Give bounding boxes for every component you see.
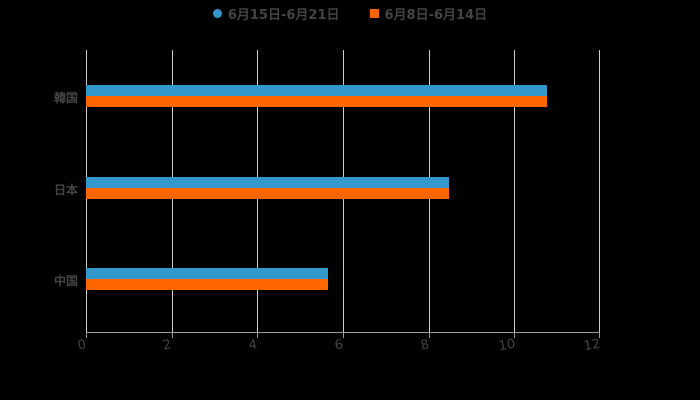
category-label-china: 中国 [53, 274, 78, 288]
legend-label: 6月15日-6月21日 [227, 8, 340, 23]
category-label-korea: 韓国 [53, 91, 78, 105]
x-tick [171, 332, 173, 338]
legend: 6月15日-6月21日 6月8日-6月14日 [0, 4, 700, 23]
x-tick-label: 10 [497, 336, 517, 355]
legend-item-series-2[interactable]: 6月8日-6月14日 [369, 4, 488, 23]
legend-circle-icon [212, 9, 222, 18]
x-tick [428, 332, 430, 338]
x-tick [257, 332, 259, 338]
legend-label: 6月8日-6月14日 [384, 8, 488, 23]
bar-china-series-2[interactable] [86, 279, 328, 290]
x-tick-label: 4 [247, 337, 259, 354]
x-tick [86, 332, 87, 338]
x-tick-label: 6 [333, 337, 345, 354]
bar-korea-series-2[interactable] [86, 96, 547, 107]
bar-korea-series-1[interactable] [86, 85, 547, 96]
x-tick [343, 332, 344, 338]
bar-japan-series-2[interactable] [86, 188, 449, 199]
x-tick-label: 0 [76, 337, 88, 354]
gridline [599, 50, 600, 332]
legend-item-series-1[interactable]: 6月15日-6月21日 [212, 4, 340, 23]
x-tick-label: 8 [419, 337, 431, 354]
x-tick-label: 2 [161, 337, 173, 354]
category-label-japan: 日本 [53, 183, 78, 197]
x-tick [599, 332, 600, 338]
legend-square-icon [369, 9, 379, 18]
gridline [514, 50, 516, 332]
x-tick-label: 12 [582, 336, 602, 355]
bar-japan-series-1[interactable] [86, 177, 449, 188]
x-tick [514, 332, 516, 338]
bar-china-series-1[interactable] [86, 268, 328, 279]
